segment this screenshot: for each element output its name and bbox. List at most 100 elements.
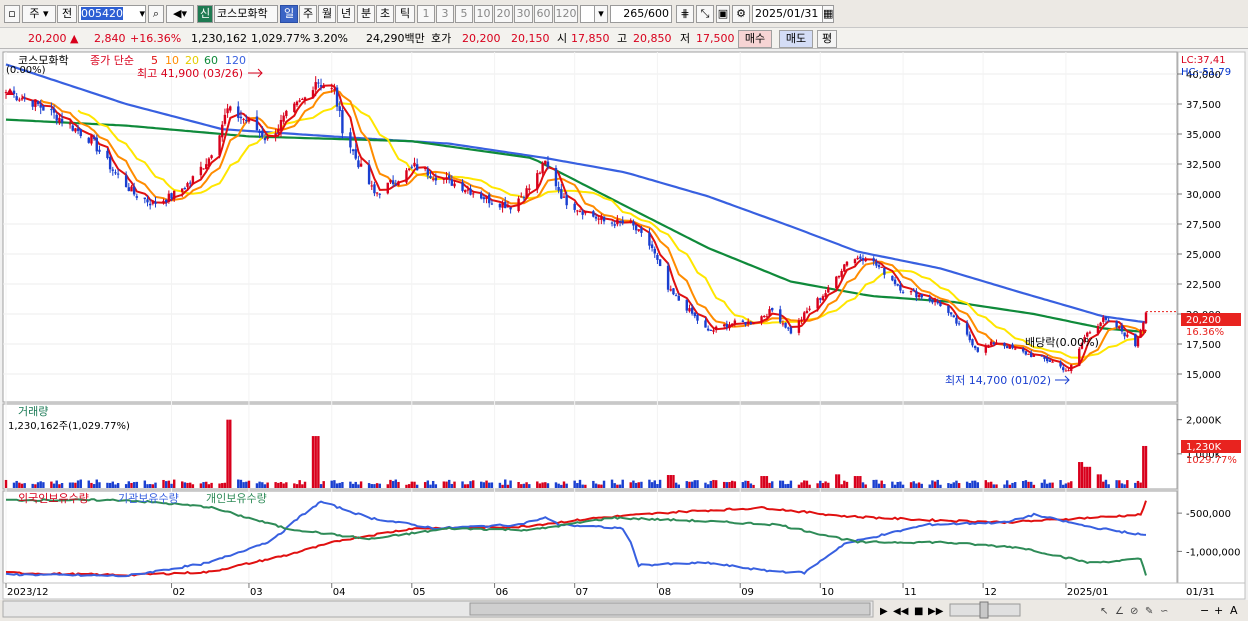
wave-tool-icon[interactable]: ∽: [1160, 606, 1168, 617]
interval-120[interactable]: 120: [554, 5, 578, 23]
max-annotation: 최고 41,900 (03/26): [137, 67, 243, 80]
candle: [359, 163, 363, 167]
candle: [20, 98, 24, 100]
candle: [730, 323, 734, 326]
candle: [1024, 351, 1028, 355]
date-input[interactable]: 2025/01/31: [752, 5, 834, 23]
candle: [237, 106, 240, 118]
volume-bar: [752, 484, 755, 488]
volume-bar: [218, 483, 221, 488]
volume-bar: [1067, 482, 1070, 488]
font-button[interactable]: A: [1230, 604, 1238, 617]
interval-3[interactable]: 3: [436, 5, 454, 23]
chart-tools-icon[interactable]: ⋕: [676, 5, 694, 23]
volume-bar: [704, 482, 707, 488]
search-icon[interactable]: ⌕: [148, 5, 164, 23]
draw-icon[interactable]: ⤡: [696, 5, 714, 23]
volume-bar: [616, 484, 619, 488]
candle: [712, 330, 715, 332]
volume-bar: [319, 484, 323, 488]
code-input[interactable]: 005420 ▾: [78, 5, 146, 23]
candle: [816, 298, 819, 309]
prev-button[interactable]: 전: [57, 5, 77, 23]
scrollbar-thumb[interactable]: [469, 602, 871, 616]
play-button[interactable]: ▶: [880, 606, 888, 617]
speaker-icon[interactable]: ◀▾: [166, 5, 194, 23]
period-week[interactable]: 주: [299, 5, 317, 23]
eval-button[interactable]: 평: [817, 30, 837, 48]
candle: [1032, 354, 1036, 357]
volume-bar: [405, 484, 408, 488]
save-icon[interactable]: ▣: [716, 5, 730, 23]
zoom-out-button[interactable]: −: [1200, 604, 1209, 617]
pen-tool-icon[interactable]: ✎: [1145, 606, 1153, 617]
chevron-down-icon[interactable]: ▾: [594, 5, 608, 23]
volume-bar: [784, 484, 787, 488]
cursor-tool-icon[interactable]: ↖: [1100, 606, 1108, 617]
volume-y-tick-label: 1,000K: [1186, 450, 1222, 461]
period-minute[interactable]: 분: [357, 5, 375, 23]
volume-bar: [690, 481, 694, 488]
forward-button[interactable]: ▶▶: [928, 606, 944, 617]
interval-5[interactable]: 5: [455, 5, 473, 23]
volume-bar: [237, 479, 240, 488]
candle: [877, 265, 881, 268]
buy-button[interactable]: 매수: [738, 30, 772, 48]
candle: [1104, 317, 1108, 320]
legend-ma5: 5: [151, 54, 158, 67]
count-input[interactable]: 265/600: [610, 5, 672, 23]
period-second[interactable]: 초: [376, 5, 394, 23]
candle: [840, 270, 843, 277]
volume-bar: [632, 480, 635, 488]
interval-60[interactable]: 60: [534, 5, 553, 23]
bottom-controls[interactable]: ▶ ◀◀ ■ ▶▶ ↖ ∠ ⊘ ✎ ∽ − + A: [880, 601, 1238, 619]
volume-bar: [442, 481, 446, 488]
candle: [4, 92, 8, 94]
candle: [688, 308, 691, 312]
candle: [629, 220, 632, 223]
volume-bar: [971, 480, 974, 488]
rewind-button[interactable]: ◀◀: [893, 606, 909, 617]
interval-10[interactable]: 10: [474, 5, 493, 23]
candle: [1142, 322, 1145, 331]
candle: [71, 125, 74, 131]
candle: [768, 309, 771, 316]
volume-bar: [613, 483, 616, 488]
calendar-icon[interactable]: ▦: [822, 5, 834, 23]
market-select[interactable]: 주 ▾: [22, 5, 56, 23]
window-icon[interactable]: ▫: [4, 5, 20, 23]
zoom-in-button[interactable]: +: [1214, 604, 1223, 617]
candle: [106, 150, 109, 159]
candle: [413, 162, 416, 167]
period-day[interactable]: 일: [280, 5, 298, 23]
candle: [973, 345, 977, 349]
angle-tool-icon[interactable]: ∠: [1115, 606, 1124, 617]
volume-bar: [1046, 483, 1049, 488]
y-tick-label: 27,500: [1186, 220, 1221, 231]
candle: [266, 137, 269, 139]
volume-bar: [490, 482, 494, 488]
interval-30[interactable]: 30: [514, 5, 533, 23]
candle: [957, 323, 961, 325]
sell-button[interactable]: 매도: [779, 30, 813, 48]
erase-tool-icon[interactable]: ⊘: [1130, 606, 1138, 617]
volume-bar: [896, 481, 899, 488]
candle: [987, 344, 990, 346]
candle: [172, 190, 176, 200]
period-tick[interactable]: 틱: [395, 5, 415, 23]
period-month[interactable]: 월: [318, 5, 336, 23]
volume-bar: [1051, 482, 1054, 488]
period-year[interactable]: 년: [337, 5, 355, 23]
volume-bar: [266, 482, 269, 488]
stop-button[interactable]: ■: [914, 606, 923, 617]
candle: [554, 168, 558, 187]
gear-icon[interactable]: ⚙: [732, 5, 750, 23]
candle: [488, 194, 491, 204]
interval-20[interactable]: 20: [494, 5, 513, 23]
volume-bar: [883, 484, 886, 488]
interval-1[interactable]: 1: [417, 5, 435, 23]
zoom-slider-handle[interactable]: [979, 601, 989, 619]
candle: [576, 210, 579, 212]
volume-bar: [111, 481, 115, 488]
